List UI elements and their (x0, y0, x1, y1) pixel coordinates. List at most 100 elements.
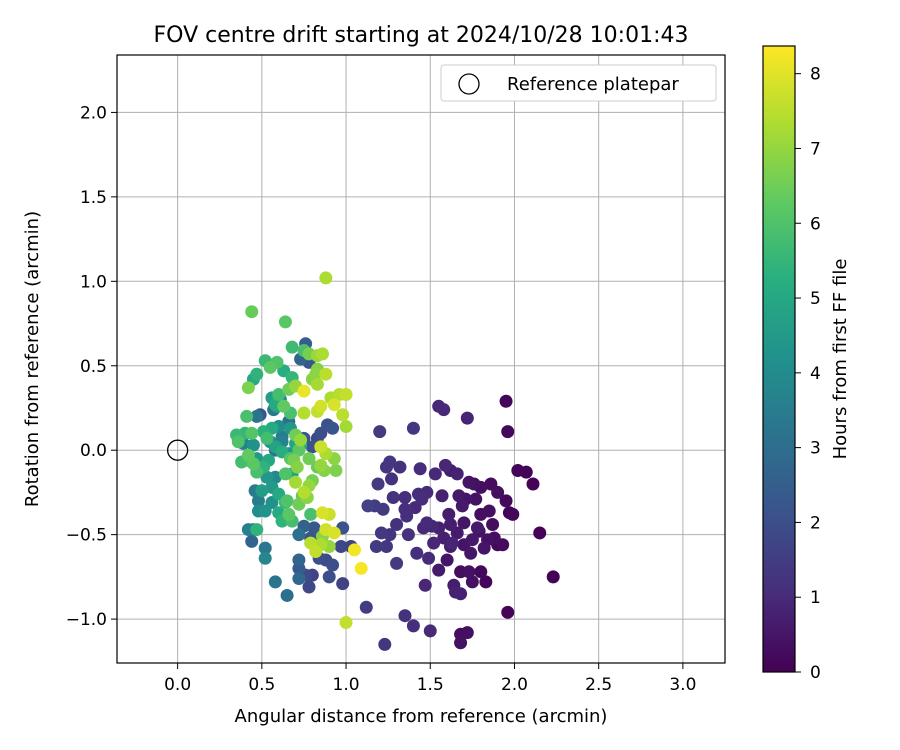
scatter-point (501, 425, 515, 439)
scatter-point (401, 528, 415, 542)
scatter-point (452, 489, 466, 503)
scatter-point (314, 399, 328, 413)
scatter-point (245, 305, 259, 319)
scatter-point (263, 360, 277, 374)
legend-marker (458, 73, 480, 95)
colorbar-tick-label: 3 (810, 439, 821, 459)
x-tick-label: 3.0 (669, 675, 696, 695)
scatter-point (314, 458, 328, 472)
y-tick-label: 0.0 (80, 441, 107, 461)
scatter-point (385, 472, 399, 486)
scatter-point (297, 485, 311, 499)
scatter-point (315, 347, 329, 361)
scatter-point (339, 615, 353, 629)
scatter-point (420, 516, 434, 530)
scatter-point (501, 605, 515, 619)
scatter-point (250, 409, 264, 423)
scatter-point (347, 543, 361, 557)
scatter-point (278, 315, 292, 329)
scatter-point (411, 487, 425, 501)
scatter-point (258, 541, 272, 555)
colorbar: 0 1 2 3 4 5 6 7 8 Hours from first FF file (762, 45, 851, 683)
legend-label: Reference platepar (507, 74, 679, 95)
scatter-point (398, 490, 412, 504)
scatter-point (240, 409, 254, 423)
scatter-point (334, 539, 348, 553)
scatter-point (486, 518, 500, 532)
scatter-point (383, 455, 397, 469)
scatter-point (339, 420, 353, 434)
y-tick-label: −0.5 (66, 526, 107, 546)
scatter-point (314, 440, 328, 454)
scatter-point (250, 523, 264, 537)
scatter-point (245, 534, 259, 548)
scatter-point (479, 575, 493, 589)
scatter-point (406, 421, 420, 435)
scatter-point (289, 475, 303, 489)
scatter-point (255, 484, 269, 498)
colorbar-tick-label: 5 (810, 289, 821, 309)
scatter-point (482, 504, 496, 518)
scatter-point (292, 572, 306, 586)
x-axis-label: Angular distance from reference (arcmin) (235, 706, 608, 727)
legend: Reference platepar (440, 64, 717, 102)
scatter-point (393, 460, 407, 474)
scatter-point (260, 431, 274, 445)
scatter-point (277, 399, 291, 413)
colorbar-ticks: 0 1 2 3 4 5 6 7 8 (795, 65, 821, 683)
scatter-point (465, 575, 479, 589)
scatter-point (319, 367, 333, 381)
colorbar-tick-label: 7 (810, 139, 821, 159)
x-tick-label: 2.0 (501, 675, 528, 695)
scatter-point (282, 507, 296, 521)
scatter-point (374, 526, 388, 540)
scatter-point (406, 619, 420, 633)
data-points (230, 271, 560, 651)
scatter-point (470, 521, 484, 535)
scatter-point (398, 502, 412, 516)
scatter-point (454, 636, 468, 650)
scatter-point (457, 516, 471, 530)
scatter-point (327, 526, 341, 540)
scatter-point (278, 467, 292, 481)
colorbar-gradient (762, 45, 796, 673)
scatter-point (280, 588, 294, 602)
y-tick-label: 1.0 (80, 272, 107, 292)
scatter-point (309, 545, 323, 559)
scatter-point (437, 403, 451, 417)
scatter-point (292, 528, 306, 542)
scatter-point (506, 507, 520, 521)
scatter-point (272, 387, 286, 401)
y-axis-ticks: −1.0 −0.5 0.0 0.5 1.0 1.5 2.0 (66, 103, 117, 630)
scatter-point (322, 570, 336, 584)
scatter-point (390, 556, 404, 570)
scatter-point (499, 394, 513, 408)
colorbar-tick-label: 2 (810, 513, 821, 533)
scatter-point (302, 452, 316, 466)
scatter-point (250, 367, 264, 381)
scatter-point (445, 536, 459, 550)
scatter-point (319, 271, 333, 285)
scatter-point (435, 489, 449, 503)
scatter-point (462, 475, 476, 489)
scatter-point (241, 448, 255, 462)
scatter-point (432, 563, 446, 577)
scatter-point (241, 381, 255, 395)
scatter-point (258, 504, 272, 518)
scatter-point (440, 553, 454, 567)
scatter-point (413, 462, 427, 476)
scatter-point (336, 577, 350, 591)
scatter-point (336, 408, 350, 422)
colorbar-tick-label: 4 (810, 364, 821, 384)
scatter-point (460, 626, 474, 640)
scatter-point (443, 518, 457, 532)
scatter-point (450, 467, 464, 481)
scatter-point (454, 587, 468, 601)
scatter-point (292, 553, 306, 567)
scatter-point (410, 546, 424, 560)
scatter-point (354, 561, 368, 575)
scatter-point (462, 565, 476, 579)
scatter-point (438, 458, 452, 472)
colorbar-tick-label: 0 (810, 663, 821, 683)
